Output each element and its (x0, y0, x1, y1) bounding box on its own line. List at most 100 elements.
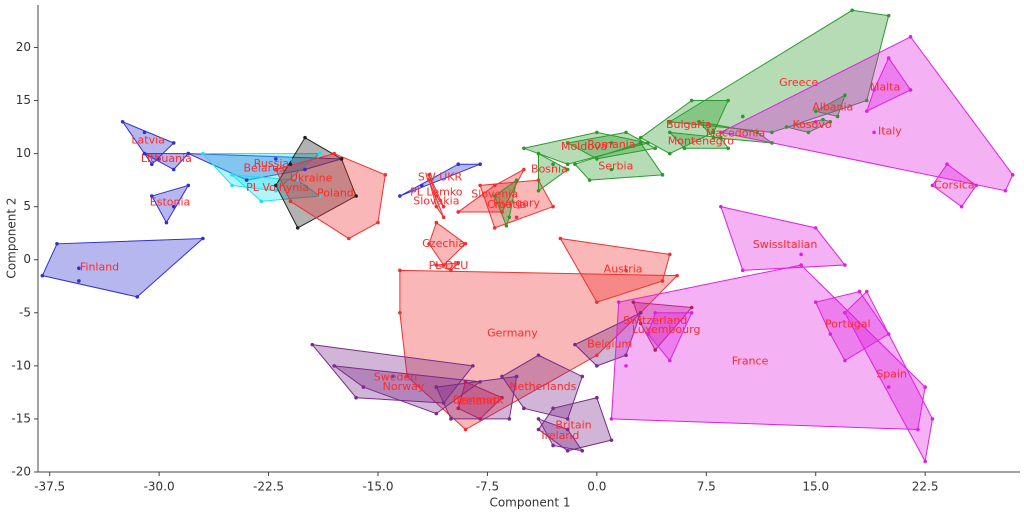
point (660, 173, 665, 177)
group-label: Sweden (374, 371, 417, 384)
point (142, 130, 147, 135)
point (398, 194, 402, 198)
point (434, 204, 439, 209)
x-tick-label: -37.5 (34, 480, 65, 494)
point (638, 321, 643, 326)
point (376, 220, 380, 225)
point (930, 183, 935, 188)
group-label: Romania (587, 138, 635, 151)
group-label: France (732, 354, 769, 367)
point (1010, 173, 1015, 177)
y-axis-label: Component 2 (5, 197, 19, 278)
point (310, 342, 315, 347)
point (886, 385, 891, 389)
group-label: SwissItalian (753, 238, 818, 251)
point (551, 162, 555, 167)
point (120, 119, 125, 124)
point (668, 119, 672, 124)
point (624, 364, 628, 368)
point (799, 252, 803, 257)
group-label: Corsica (934, 178, 975, 191)
group-label: Denmark (453, 393, 504, 406)
point (441, 263, 446, 267)
point (872, 130, 876, 135)
point (835, 114, 840, 119)
point (908, 35, 913, 39)
point (916, 427, 920, 432)
point (697, 119, 701, 124)
point (500, 395, 504, 400)
y-tick-label: -10 (11, 358, 31, 372)
point (886, 332, 891, 336)
point (864, 109, 869, 113)
point (711, 130, 716, 135)
point (171, 204, 176, 209)
point (609, 438, 614, 442)
group-label: Malta (870, 80, 900, 93)
point (573, 162, 577, 167)
point (346, 236, 351, 241)
point (1003, 188, 1008, 193)
x-axis-label: Component 1 (489, 496, 570, 510)
point (565, 448, 570, 453)
hull (501, 354, 583, 420)
point (719, 130, 723, 135)
hull (428, 179, 445, 218)
x-tick-label: 22.5 (912, 480, 939, 494)
point (719, 135, 723, 140)
group-label: Latvia (131, 133, 165, 146)
point (668, 252, 672, 257)
point (390, 374, 395, 379)
point (551, 443, 555, 448)
point (609, 417, 614, 421)
point (317, 151, 322, 156)
group-label: Britain (555, 418, 591, 431)
group-label: Ukraine (290, 171, 333, 184)
point (711, 135, 716, 140)
point (354, 395, 358, 400)
group-label: Hungary (493, 196, 540, 209)
point (522, 167, 526, 172)
x-tick-label: -15.0 (362, 480, 393, 494)
x-tick-label: -7.5 (476, 480, 499, 494)
point (434, 194, 439, 198)
y-tick-label: 20 (16, 40, 31, 54)
point (587, 178, 592, 182)
y-tick-label: 10 (16, 146, 31, 160)
point (441, 215, 446, 220)
point (864, 98, 869, 103)
hull (144, 153, 190, 171)
point (259, 199, 264, 204)
point (624, 268, 628, 273)
group-label: Finland (80, 260, 119, 273)
group-label: Estonia (150, 196, 191, 209)
point (660, 279, 665, 283)
point (806, 130, 811, 135)
point (580, 448, 585, 453)
point (456, 261, 461, 265)
hull (610, 264, 926, 431)
x-tick-label: 15.0 (802, 480, 829, 494)
group-label: Montenegro (668, 135, 734, 148)
point (507, 417, 512, 421)
point (595, 300, 599, 304)
point (405, 374, 409, 379)
point (77, 279, 81, 283)
point (361, 385, 366, 389)
point (857, 289, 862, 294)
point (295, 226, 300, 230)
point (504, 223, 509, 228)
point (463, 379, 468, 384)
point (339, 157, 344, 161)
point (536, 417, 541, 421)
point (923, 385, 927, 389)
point (536, 178, 541, 182)
group-label: Slovakia (413, 194, 459, 207)
point (945, 162, 949, 167)
group-label: Luxembourg (632, 323, 701, 336)
point (923, 459, 927, 464)
point (624, 353, 628, 358)
y-tick-label: -20 (11, 465, 31, 479)
point (755, 130, 760, 135)
